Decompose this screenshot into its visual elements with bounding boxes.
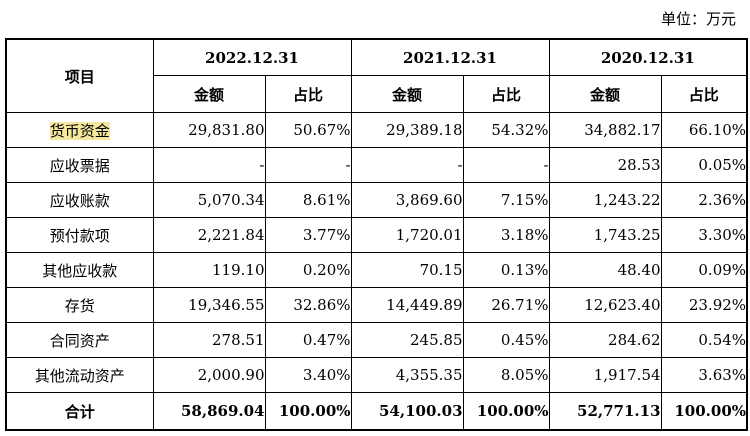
ratio-cell: 0.54% [660, 322, 748, 358]
amount-cell: 2,221.84 [152, 217, 266, 253]
ratio-cell: 26.71% [462, 287, 550, 323]
ratio-cell: 23.92% [660, 287, 748, 323]
row-label: 合同资产 [49, 331, 110, 350]
amount-cell: 5,070.34 [152, 182, 266, 218]
amount-cell: 4,355.35 [350, 357, 464, 393]
table-row: 其他应收款 119.10 0.20% 70.15 0.13% 48.40 0.09% [5, 252, 748, 288]
header-row-periods: 项目 2022.12.31 2021.12.31 2020.12.31 [5, 38, 748, 113]
amount-cell: 19,346.55 [152, 287, 266, 323]
amount-cell: 284.62 [548, 322, 662, 358]
ratio-cell: 0.47% [264, 322, 352, 358]
amount-cell: 1,243.22 [548, 182, 662, 218]
row-label-cell: 应收账款 [5, 182, 154, 218]
table-row: 货币资金 29,831.80 50.67% 29,389.18 54.32% 34,882… [5, 112, 748, 148]
item-column-header: 项目 [5, 38, 154, 113]
row-label-cell: 应收票据 [5, 147, 154, 183]
amount-cell: 245.85 [350, 322, 464, 358]
row-label: 应收票据 [49, 156, 110, 175]
amount-cell: 278.51 [152, 322, 266, 358]
period-header-2020: 2020.12.31 [548, 38, 748, 76]
ratio-cell: 3.40% [264, 357, 352, 393]
ratio-cell: 3.18% [462, 217, 550, 253]
ratio-cell: 54.32% [462, 112, 550, 148]
row-label: 应收账款 [49, 191, 110, 210]
row-label-cell: 合同资产 [5, 322, 154, 358]
ratio-cell: 0.05% [660, 147, 748, 183]
ratio-cell: 32.86% [264, 287, 352, 323]
row-label-cell: 预付款项 [5, 217, 154, 253]
ratio-cell: 3.77% [264, 217, 352, 253]
amount-cell: 1,917.54 [548, 357, 662, 393]
ratio-cell: 8.61% [264, 182, 352, 218]
row-label-cell: 货币资金 [5, 112, 154, 148]
amount-cell: 28.53 [548, 147, 662, 183]
amount-header: 金额 [152, 75, 266, 113]
amount-cell: 54,100.03 [350, 392, 464, 431]
ratio-cell: 100.00% [462, 392, 550, 431]
amount-cell: 1,720.01 [350, 217, 464, 253]
ratio-header: 占比 [660, 75, 748, 113]
ratio-cell: 3.63% [660, 357, 748, 393]
period-header-2021: 2021.12.31 [350, 38, 550, 76]
amount-cell: 29,831.80 [152, 112, 266, 148]
ratio-cell: 0.13% [462, 252, 550, 288]
amount-cell: 70.15 [350, 252, 464, 288]
ratio-cell: 7.15% [462, 182, 550, 218]
ratio-cell: 2.36% [660, 182, 748, 218]
amount-header: 金额 [350, 75, 464, 113]
amount-cell: 29,389.18 [350, 112, 464, 148]
amount-cell: 34,882.17 [548, 112, 662, 148]
ratio-cell: 0.09% [660, 252, 748, 288]
ratio-cell: 100.00% [264, 392, 352, 431]
amount-cell: 119.10 [152, 252, 266, 288]
ratio-cell: 0.20% [264, 252, 352, 288]
amount-cell: 52,771.13 [548, 392, 662, 431]
ratio-cell: - [462, 147, 550, 183]
table-row: 其他流动资产 2,000.90 3.40% 4,355.35 8.05% 1,917.54… [5, 357, 748, 393]
amount-cell: 48.40 [548, 252, 662, 288]
amount-cell: 58,869.04 [152, 392, 266, 431]
amount-header: 金额 [548, 75, 662, 113]
amount-cell: 12,623.40 [548, 287, 662, 323]
ratio-cell: 3.30% [660, 217, 748, 253]
ratio-cell: - [264, 147, 352, 183]
ratio-header: 占比 [462, 75, 550, 113]
amount-cell: 1,743.25 [548, 217, 662, 253]
ratio-cell: 8.05% [462, 357, 550, 393]
table-row: 预付款项 2,221.84 3.77% 1,720.01 3.18% 1,743.25 3.… [5, 217, 748, 253]
ratio-cell: 66.10% [660, 112, 748, 148]
current-assets-table: 项目 2022.12.31 2021.12.31 2020.12.31 金额 占… [5, 38, 749, 431]
row-label-cell: 合计 [5, 392, 154, 431]
amount-cell: - [350, 147, 464, 183]
ratio-cell: 0.45% [462, 322, 550, 358]
row-label-cell: 存货 [5, 287, 154, 323]
amount-cell: 3,869.60 [350, 182, 464, 218]
table-row: 应收账款 5,070.34 8.61% 3,869.60 7.15% 1,243.22 2.… [5, 182, 748, 218]
period-header-2022: 2022.12.31 [152, 38, 352, 76]
row-label: 存货 [64, 296, 95, 315]
amount-cell: 2,000.90 [152, 357, 266, 393]
row-label: 货币资金 [49, 121, 110, 140]
row-label: 预付款项 [49, 226, 110, 245]
ratio-cell: 50.67% [264, 112, 352, 148]
amount-cell: - [152, 147, 266, 183]
row-label-cell: 其他应收款 [5, 252, 154, 288]
table-body: 货币资金 29,831.80 50.67% 29,389.18 54.32% 34,882… [5, 112, 748, 431]
amount-cell: 14,449.89 [350, 287, 464, 323]
row-label-cell: 其他流动资产 [5, 357, 154, 393]
unit-label: 单位：万元 [660, 10, 736, 28]
ratio-cell: 100.00% [660, 392, 748, 431]
table-row: 合同资产 278.51 0.47% 245.85 0.45% 284.62 0.54% [5, 322, 748, 358]
row-label: 其他流动资产 [34, 366, 125, 385]
row-label: 其他应收款 [42, 261, 118, 280]
table-row: 存货 19,346.55 32.86% 14,449.89 26.71% 12,623.4… [5, 287, 748, 323]
ratio-header: 占比 [264, 75, 352, 113]
table-row: 应收票据 - - - -28.53 0.05% [5, 147, 748, 183]
header-row-metrics: 金额 占比 金额 占比 金额 占比 [6, 75, 748, 113]
total-row: 合计 58,869.04 100.00% 54,100.03 100.00% 52,771… [5, 392, 748, 431]
row-label: 合计 [64, 402, 95, 421]
